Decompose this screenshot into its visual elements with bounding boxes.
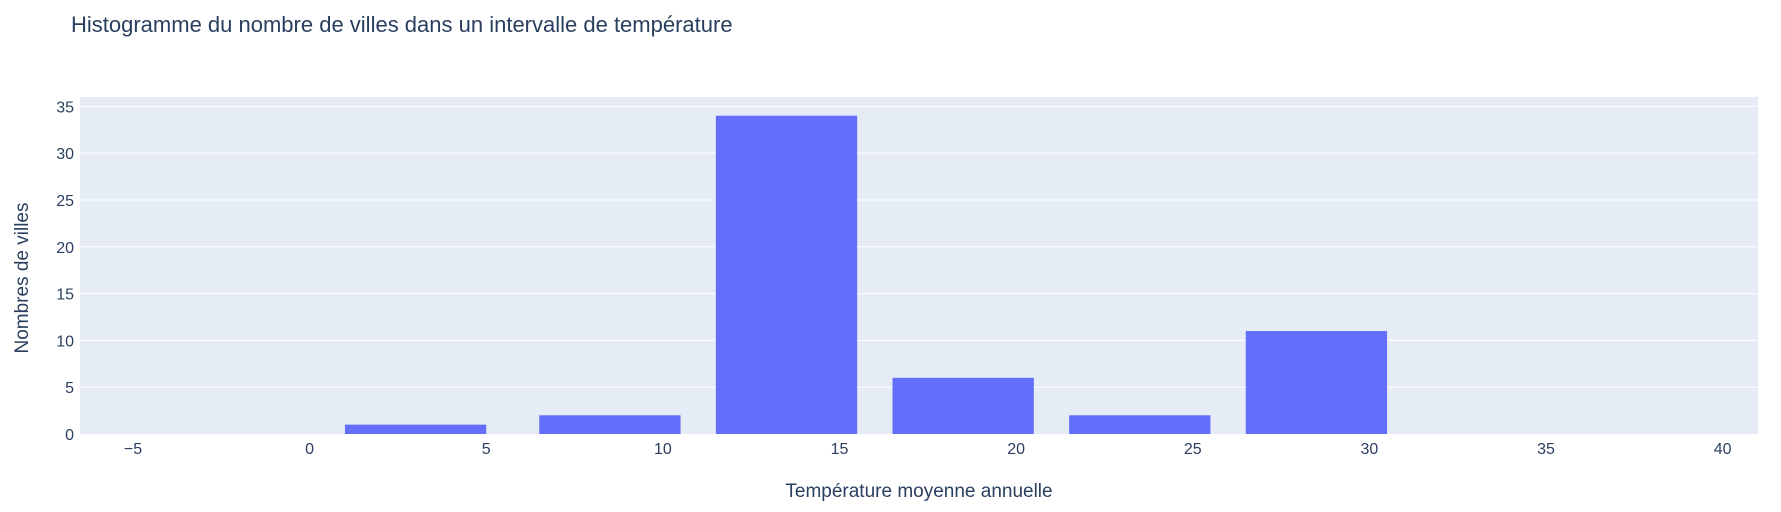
chart-title: Histogramme du nombre de villes dans un …: [71, 12, 733, 37]
x-tick-label: 30: [1361, 441, 1379, 458]
x-axis-label: Température moyenne annuelle: [785, 481, 1053, 502]
x-tick-label: 25: [1184, 441, 1202, 458]
x-tick-label: 0: [305, 441, 314, 458]
x-axis-ticks: −5 0 5 10 15 20 25 30 35 40: [124, 441, 1732, 458]
x-tick-label: 20: [1007, 441, 1025, 458]
y-tick-label: 5: [65, 380, 74, 397]
y-axis-ticks: 0 5 10 15 20 25 30 35: [56, 99, 74, 444]
x-tick-label: 15: [831, 441, 849, 458]
histogram-bar: [715, 115, 858, 434]
y-tick-label: 15: [56, 287, 74, 304]
y-tick-label: 30: [56, 146, 74, 163]
y-tick-label: 20: [56, 240, 74, 257]
histogram-bar: [1069, 415, 1211, 434]
y-tick-label: 10: [56, 333, 74, 350]
histogram-bar: [344, 424, 487, 434]
gridlines: [80, 105, 1758, 388]
x-tick-label: 10: [654, 441, 672, 458]
x-tick-label: 40: [1714, 441, 1732, 458]
histogram-bar: [1245, 331, 1388, 434]
histogram-bar: [539, 415, 681, 434]
y-tick-label: 0: [65, 427, 74, 444]
y-tick-label: 35: [56, 99, 74, 116]
y-axis-label: Nombres de villes: [12, 202, 33, 354]
x-tick-label: 5: [482, 441, 491, 458]
x-tick-label: −5: [124, 441, 142, 458]
histogram-bar: [892, 377, 1034, 434]
y-tick-label: 25: [56, 193, 74, 210]
x-tick-label: 35: [1537, 441, 1555, 458]
bars: [344, 115, 1388, 434]
